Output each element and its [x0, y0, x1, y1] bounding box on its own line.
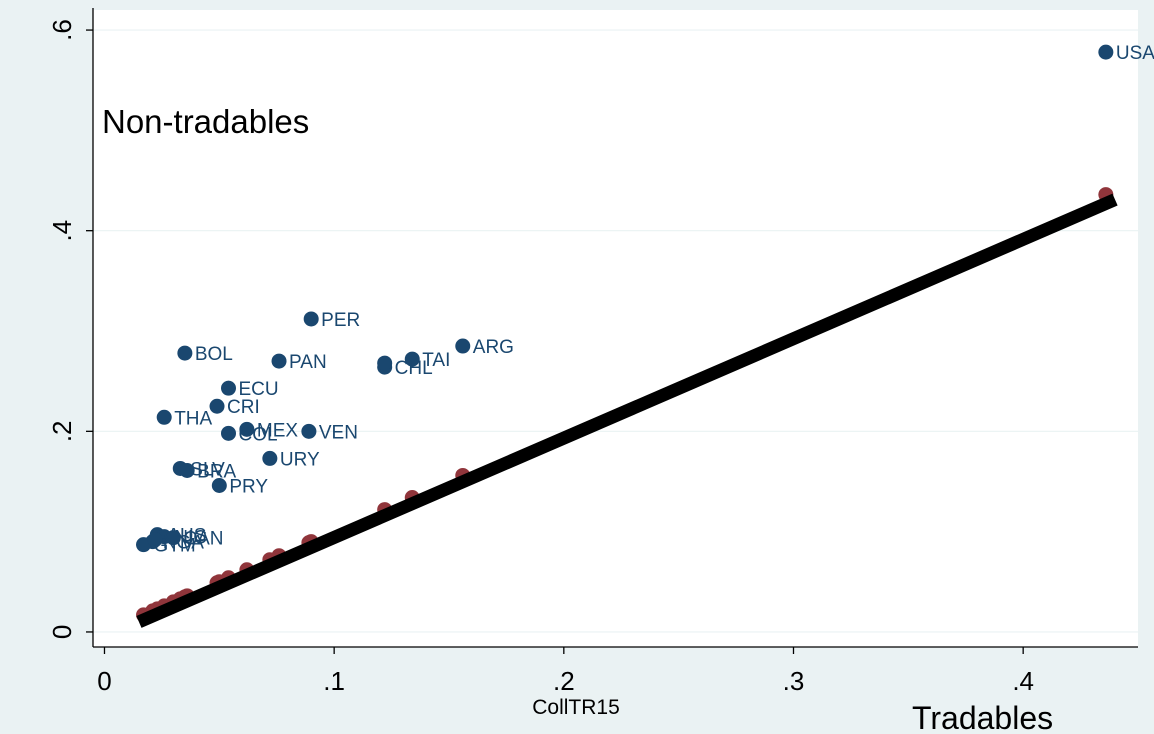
point-tai	[404, 351, 420, 367]
point-ury	[262, 450, 278, 466]
point-label-arg: ARG	[473, 337, 514, 358]
point-label-slv: SLV	[190, 459, 225, 480]
fitted-line-segment	[136, 193, 1118, 628]
annotation-non-tradables: Non-tradables	[102, 103, 309, 140]
fitted-line	[136, 193, 1118, 628]
point-unlabeled-23	[147, 532, 163, 548]
y-tick-label-2: .4	[47, 220, 77, 242]
point-label-ury: URY	[280, 449, 320, 470]
point-gtm	[136, 537, 152, 553]
x-axis-label: CollTR15	[532, 696, 620, 719]
plot-area	[93, 10, 1138, 647]
point-bol	[177, 345, 193, 361]
point-arg	[455, 338, 471, 354]
annotation-tradables: Tradables	[912, 700, 1053, 734]
point-label-per: PER	[321, 310, 360, 331]
point-label-nic: NIC	[174, 528, 207, 549]
point-per	[303, 311, 319, 327]
point-label-nga: NGA	[163, 533, 205, 554]
point-ven	[301, 423, 317, 439]
point-bra	[179, 462, 195, 478]
point-label-usa: USA	[1116, 43, 1154, 64]
point-label-mex: MEX	[257, 420, 299, 441]
point-cri	[209, 398, 225, 414]
point-pan	[271, 353, 287, 369]
point-label-tai: TAI	[422, 350, 450, 371]
point-label-cri: CRI	[227, 397, 260, 418]
point-unlabeled-5	[377, 355, 393, 371]
x-tick-label-2: .2	[553, 666, 575, 696]
point-label-ven: VEN	[319, 422, 358, 443]
point-label-col: COL	[239, 424, 278, 445]
point-tha	[156, 409, 172, 425]
point-label-gtm: GTM	[154, 536, 196, 557]
point-label-chl: CHL	[395, 358, 433, 379]
point-label-pry: PRY	[229, 476, 268, 497]
point-label-pan: PAN	[289, 352, 327, 373]
x-tick-label-1: .1	[323, 666, 345, 696]
tick-labels: 0 .1 .2 .3 .4 0 .2 .4 .6	[47, 19, 1034, 696]
point-label-tha: THA	[174, 408, 212, 429]
x-tick-label-0: 0	[97, 666, 111, 696]
y-tick-label-3: .6	[47, 19, 77, 41]
axes	[86, 8, 1138, 654]
point-ecu	[221, 380, 237, 396]
point-pry	[211, 477, 227, 493]
y-tick-label-0: 0	[47, 625, 77, 639]
x-tick-label-4: .4	[1012, 666, 1034, 696]
y-tick-label-1: .2	[47, 420, 77, 442]
x-tick-label-3: .3	[783, 666, 805, 696]
point-label-bra: BRA	[197, 461, 236, 482]
point-col	[221, 425, 237, 441]
point-label-ecu: ECU	[239, 379, 279, 400]
point-label-can: CAN	[183, 529, 223, 550]
gridlines	[93, 29, 1138, 633]
point-mex	[239, 421, 255, 437]
point-can	[165, 530, 181, 546]
point-usa	[1098, 44, 1114, 60]
point-label-bol: BOL	[195, 344, 233, 365]
